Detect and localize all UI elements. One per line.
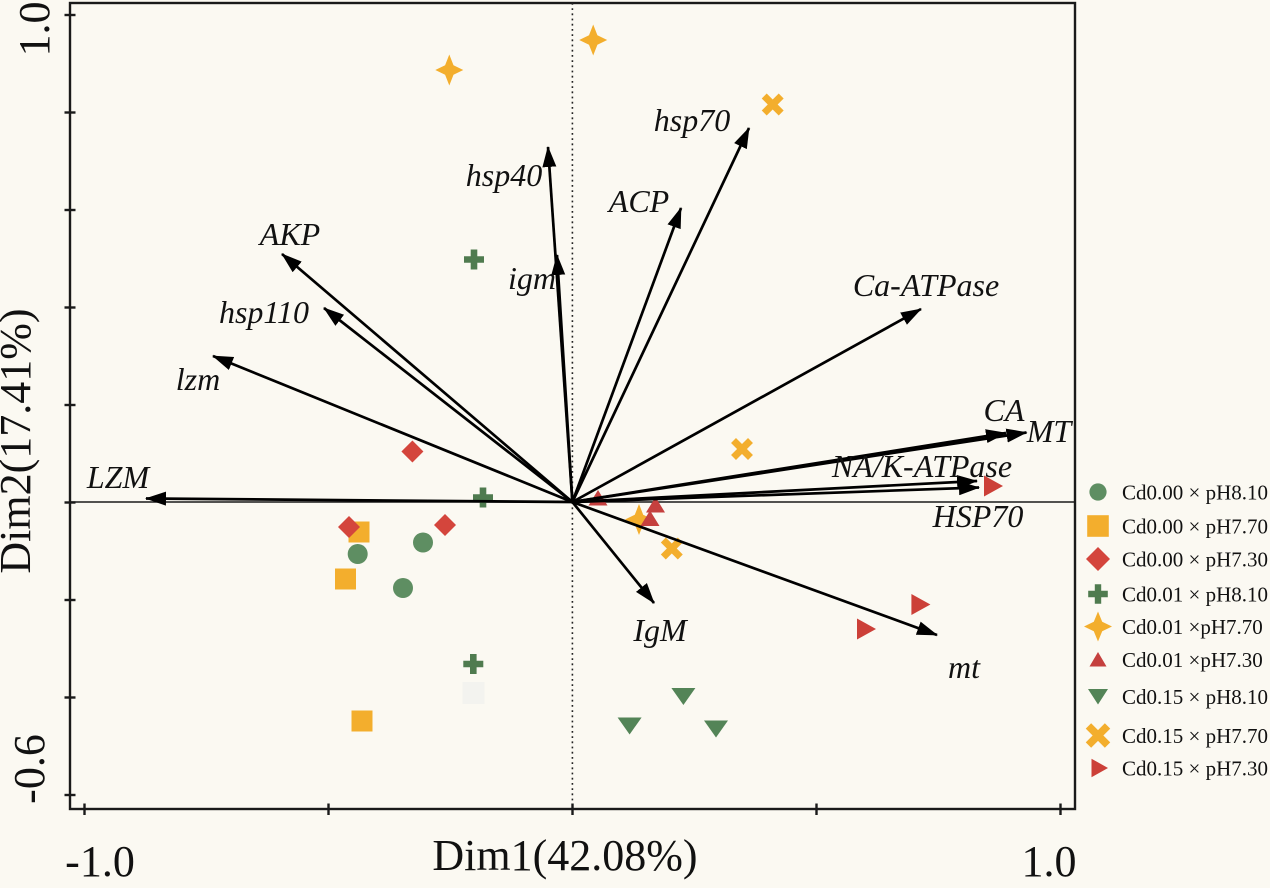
svg-text:CA: CA — [984, 392, 1025, 428]
svg-text:hsp70: hsp70 — [654, 102, 730, 138]
svg-text:MT: MT — [1026, 413, 1074, 449]
svg-text:Cd0.15 × pH8.10: Cd0.15 × pH8.10 — [1122, 685, 1268, 709]
svg-text:LZM: LZM — [86, 459, 152, 495]
svg-text:hsp110: hsp110 — [219, 294, 309, 330]
svg-text:Cd0.01 ×pH7.30: Cd0.01 ×pH7.30 — [1122, 648, 1263, 672]
svg-text:IgM: IgM — [632, 612, 689, 648]
svg-text:1.0: 1.0 — [1022, 837, 1077, 886]
svg-text:Dim1(42.08%): Dim1(42.08%) — [432, 831, 697, 880]
svg-text:igm: igm — [508, 260, 556, 296]
svg-text:AKP: AKP — [258, 216, 320, 252]
svg-text:Dim2(17.41%): Dim2(17.41%) — [0, 308, 40, 573]
svg-text:Cd0.01 × pH8.10: Cd0.01 × pH8.10 — [1122, 583, 1268, 607]
svg-text:NA/K-ATPase: NA/K-ATPase — [831, 448, 1012, 484]
svg-text:-0.6: -0.6 — [5, 734, 54, 804]
svg-text:-1.0: -1.0 — [65, 837, 135, 886]
svg-text:1.0: 1.0 — [10, 2, 59, 57]
svg-text:Ca-ATPase: Ca-ATPase — [853, 267, 999, 303]
svg-text:Cd0.15 × pH7.70: Cd0.15 × pH7.70 — [1122, 724, 1268, 748]
svg-text:lzm: lzm — [176, 361, 220, 397]
svg-text:HSP70: HSP70 — [932, 498, 1024, 534]
svg-text:Cd0.00 × pH7.70: Cd0.00 × pH7.70 — [1122, 515, 1268, 539]
svg-text:Cd0.00 × pH8.10: Cd0.00 × pH8.10 — [1122, 481, 1268, 505]
svg-text:Cd0.00 × pH7.30: Cd0.00 × pH7.30 — [1122, 548, 1268, 572]
svg-text:ACP: ACP — [607, 183, 669, 219]
svg-text:Cd0.01 ×pH7.70: Cd0.01 ×pH7.70 — [1122, 615, 1263, 639]
svg-text:hsp40: hsp40 — [466, 157, 542, 193]
svg-text:Cd0.15 × pH7.30: Cd0.15 × pH7.30 — [1122, 757, 1268, 781]
svg-text:mt: mt — [948, 649, 981, 685]
